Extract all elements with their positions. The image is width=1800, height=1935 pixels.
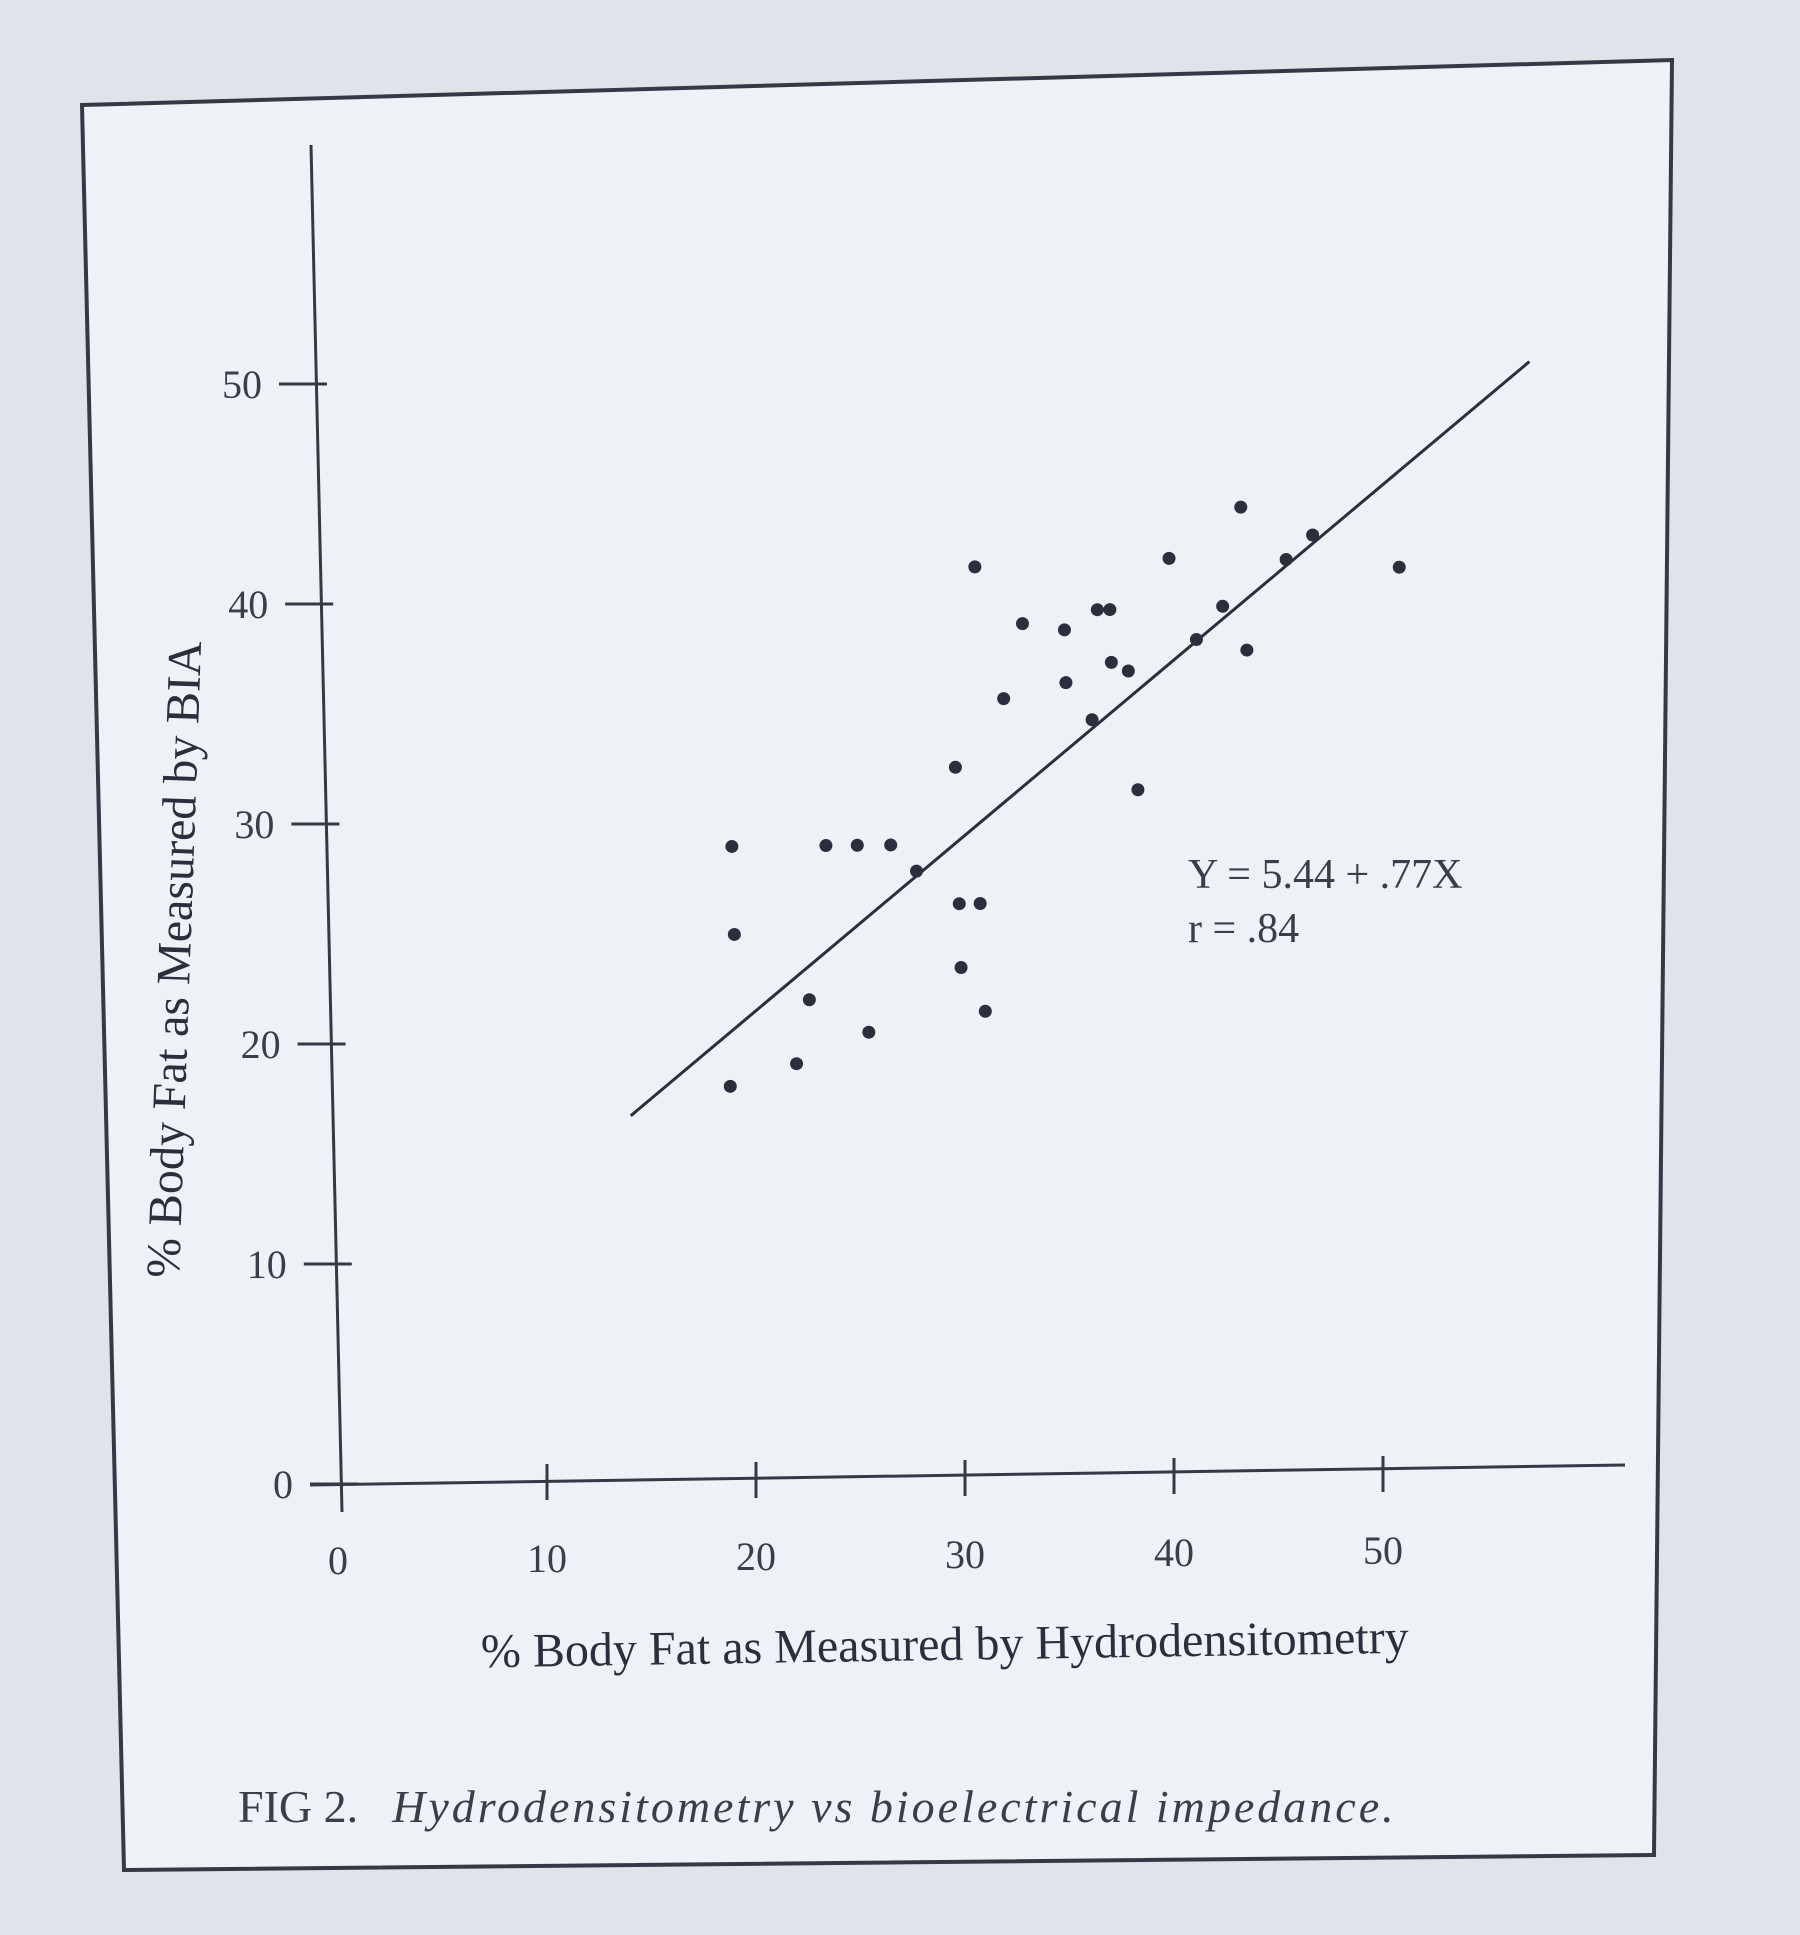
x-tick-label: 0	[328, 1538, 348, 1583]
data-point	[948, 760, 962, 774]
data-point	[1104, 655, 1118, 669]
data-point	[1131, 783, 1145, 797]
data-point	[952, 897, 966, 911]
data-point	[1234, 500, 1248, 514]
figure-caption-text: Hydrodensitometry vs bioelectrical imped…	[391, 1781, 1397, 1832]
x-tick-label: 20	[736, 1534, 776, 1579]
data-point	[1162, 551, 1176, 565]
data-point	[1189, 633, 1203, 647]
regression-line	[629, 360, 1531, 1117]
data-point	[1240, 643, 1254, 657]
x-tick-label: 10	[527, 1536, 567, 1581]
correlation-coefficient: r = .84	[1188, 906, 1299, 952]
y-tick-label: 20	[241, 1022, 281, 1067]
data-point	[910, 864, 924, 878]
data-point	[1090, 603, 1104, 617]
data-point	[1279, 552, 1293, 566]
data-point	[1103, 603, 1117, 617]
data-point	[973, 897, 987, 910]
data-point	[727, 927, 741, 941]
data-points	[723, 500, 1406, 1093]
data-point	[819, 839, 833, 853]
regression-equation: Y = 5.44 + .77X	[1188, 852, 1462, 898]
data-point	[850, 838, 864, 852]
data-point	[1306, 528, 1320, 542]
data-point	[1392, 560, 1406, 574]
x-tick-label: 30	[945, 1532, 985, 1577]
data-point	[1085, 713, 1099, 727]
data-point	[723, 1079, 737, 1093]
data-point	[790, 1057, 804, 1071]
figure-frame	[79, 57, 1675, 1873]
data-point	[954, 961, 968, 974]
data-point	[1121, 664, 1135, 678]
data-point	[997, 692, 1011, 706]
y-tick-label: 10	[247, 1242, 287, 1287]
y-tick-label: 50	[222, 362, 262, 407]
x-tick-label: 40	[1154, 1530, 1194, 1575]
y-axis-line	[309, 144, 344, 1513]
y-tick-label: 0	[273, 1462, 293, 1507]
x-tick-label: 50	[1363, 1528, 1403, 1573]
data-point	[1057, 623, 1071, 637]
figure-caption: FIG 2. Hydrodensitometry vs bioelectrica…	[238, 1781, 1397, 1832]
data-point	[1015, 617, 1029, 631]
y-tick-label: 40	[228, 582, 268, 627]
data-point	[884, 838, 898, 852]
data-point	[1216, 599, 1230, 613]
data-point	[725, 839, 739, 853]
tick-labels: 0 10 20 30 40 50 0 10 20 30 40 50	[222, 362, 1403, 1583]
x-axis-line	[309, 1463, 1626, 1487]
data-point	[968, 560, 982, 574]
data-point	[1059, 676, 1073, 690]
data-point	[862, 1025, 876, 1039]
data-point	[802, 993, 816, 1007]
figure-number: FIG 2.	[238, 1781, 358, 1832]
y-tick-label: 30	[234, 802, 274, 847]
data-point	[978, 1004, 992, 1018]
axis-ticks	[279, 382, 1385, 1500]
